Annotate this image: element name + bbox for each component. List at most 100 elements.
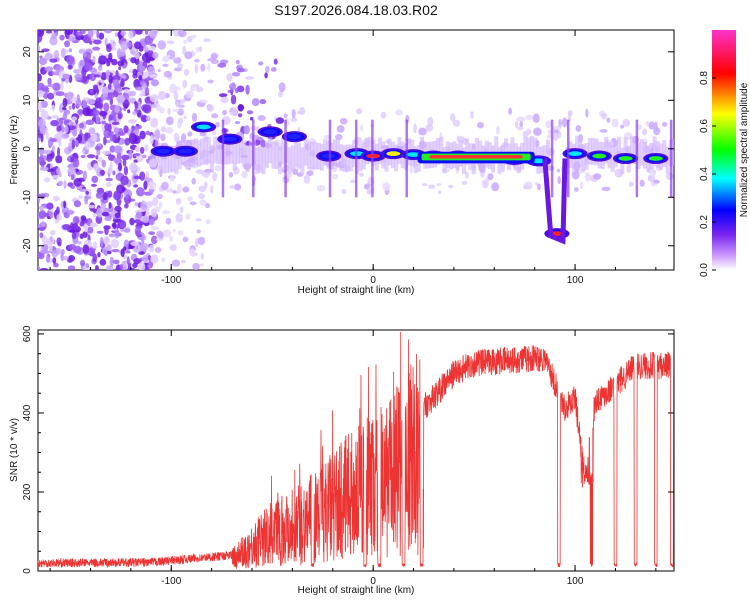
snr-panel: -100 0 100 0 200 400 600 Height of straight l… (9, 325, 675, 596)
ridge-halo (339, 144, 344, 171)
spectrogram-speckle (639, 179, 645, 187)
colorbar-ticks: 0.0 0.2 0.4 0.6 0.8 (699, 71, 716, 277)
spectrogram-speckle (164, 127, 174, 134)
spectrogram-speckle (63, 120, 70, 124)
spectrogram-speckle (265, 65, 270, 74)
spectrogram-speckle (96, 30, 100, 39)
spectrogram-speckle (140, 200, 147, 210)
spectrogram-speckle (106, 44, 112, 53)
spectrogram-speckle (198, 193, 205, 200)
spectrogram-speckle (137, 244, 141, 253)
spectrogram-speckle (144, 30, 149, 36)
spectrogram-speckle (260, 139, 266, 148)
spectrogram-speckle (120, 48, 126, 57)
spectrogram-speckle (283, 113, 288, 118)
spectrogram-speckle (495, 125, 500, 135)
spectrogram-speckle (138, 251, 145, 255)
spectrogram-speckle (161, 257, 166, 263)
spectrogram-speckle (45, 127, 49, 134)
spectrogram-speckle (249, 116, 254, 121)
ridge-halo (232, 143, 237, 171)
ridge-halo (200, 138, 205, 166)
spectrogram-speckle (217, 62, 227, 68)
spectrogram-speckle (178, 117, 184, 124)
spectrogram-speckle (114, 104, 120, 114)
bottom-y-tick-label: 200 (22, 483, 33, 500)
spectrogram-speckle (97, 251, 101, 258)
spectrogram-speckle (173, 57, 182, 64)
spectrogram-speckle (50, 119, 60, 127)
spectrogram-speckle (101, 211, 110, 217)
spectrogram-speckle (103, 136, 107, 146)
spectrogram-speckle (123, 228, 131, 233)
spectrogram-speckle (205, 219, 211, 225)
spectrogram-speckle (132, 111, 137, 116)
spectrogram-speckle (234, 120, 241, 125)
ridge-streak (221, 119, 225, 198)
spectrogram-speckle (84, 62, 93, 71)
spectrogram-speckle (61, 224, 71, 230)
ridge-halo (168, 145, 173, 173)
spectrogram-speckle (172, 228, 176, 233)
spectrogram-speckle (150, 208, 158, 218)
spectrogram-speckle (230, 94, 237, 105)
spectrogram-speckle (39, 124, 46, 135)
ridge-streak (328, 119, 332, 198)
spectrogram-speckle (79, 221, 84, 227)
ridge-halo (245, 145, 250, 173)
spectrogram-speckle (38, 102, 43, 111)
spectrogram-speckle (67, 166, 76, 177)
spectrogram-speckle (207, 79, 214, 84)
spectrogram-speckle (107, 250, 112, 255)
spectrogram-speckle (130, 241, 140, 247)
ridge-halo (439, 137, 444, 164)
top-y-tick-label: 20 (22, 46, 33, 58)
spectrogram-speckle (251, 98, 260, 107)
spectrogram-speckle (152, 51, 159, 59)
spectrogram-speckle (126, 96, 130, 101)
spectrogram-speckle (92, 109, 100, 116)
spectrogram-speckle (182, 79, 188, 89)
spectrogram-speckle (145, 115, 151, 122)
ridge-halo (203, 136, 208, 164)
bottom-y-ticks: 0 200 400 600 (22, 325, 674, 574)
spectrogram-speckle (125, 250, 131, 254)
ridge-halo (662, 140, 667, 167)
ridge-streak (371, 119, 374, 198)
spectrogram-speckle (237, 103, 244, 112)
spectrogram-speckle (203, 181, 208, 189)
spectrogram-speckle (422, 183, 428, 187)
spectrogram-speckle (70, 185, 76, 190)
spectrogram-speckle (150, 235, 158, 245)
spectrogram-speckle (139, 146, 145, 155)
spectrogram-speckle (129, 217, 135, 226)
spectrogram-speckle (601, 113, 607, 120)
spectrogram-speckle (97, 64, 103, 72)
spectrogram-speckle (77, 108, 84, 115)
spectrogram-speckle (155, 102, 161, 112)
spectrogram-speckle (96, 208, 104, 218)
spectrogram-speckle (89, 72, 97, 82)
spectrogram-speckle (601, 186, 611, 192)
spectrogram-speckle (38, 193, 41, 198)
ridge-halo (210, 145, 215, 173)
spectrogram-speckle (134, 51, 140, 60)
ridge-halo (474, 137, 479, 165)
spectrogram-speckle (130, 267, 136, 270)
spectrogram-speckle (450, 113, 456, 122)
spectrogram-speckle (132, 68, 138, 76)
spectrogram-speckle (205, 203, 211, 209)
spectrogram-speckle (138, 63, 144, 74)
spectrogram-speckle (148, 218, 155, 226)
spectrogram-speckle (82, 244, 90, 254)
spectrogram-speckle (105, 69, 110, 78)
spectrogram-speckle (561, 117, 568, 128)
spectrogram-speckle (105, 177, 114, 182)
ridge-halo (213, 136, 218, 164)
spectrogram-speckle (117, 60, 125, 67)
spectrogram-speckle (234, 183, 242, 191)
spectrogram-speckle (149, 135, 154, 145)
spectrogram-speckle (134, 41, 142, 50)
colorbar-label: Normalized spectral amplitude (739, 82, 750, 217)
spectrogram-speckle (39, 166, 49, 172)
